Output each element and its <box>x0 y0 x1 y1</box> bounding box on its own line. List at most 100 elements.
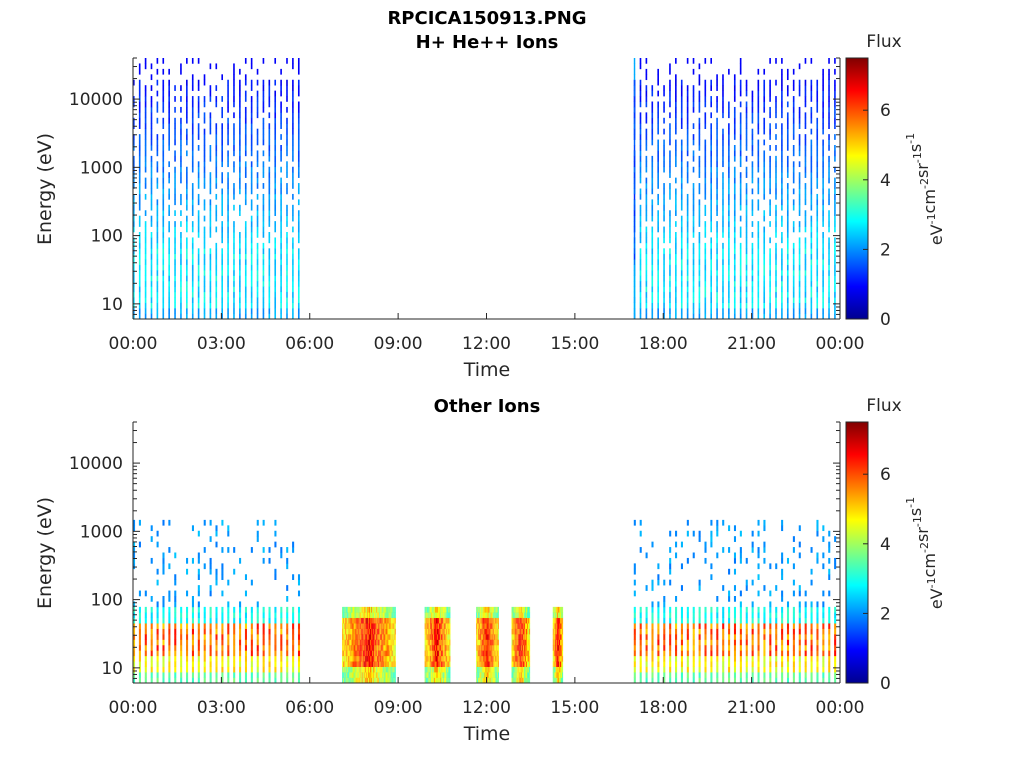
flux-cell <box>763 210 766 216</box>
flux-cell <box>822 672 825 678</box>
flux-cell <box>168 264 170 271</box>
flux-cell <box>751 96 754 102</box>
flux-cell <box>441 612 443 619</box>
flux-cell <box>669 666 672 673</box>
flux-cell <box>432 644 434 651</box>
flux-cell <box>162 134 165 140</box>
flux-cell <box>215 128 218 135</box>
flux-cell <box>763 585 766 591</box>
flux-cell <box>822 161 824 168</box>
flux-cell <box>769 259 771 265</box>
flux-cell <box>380 628 382 635</box>
flux-cell <box>816 237 819 244</box>
flux-cell <box>203 291 206 298</box>
flux-cell <box>440 628 442 635</box>
flux-cell <box>292 106 294 113</box>
flux-cell <box>651 259 654 265</box>
flux-cell <box>233 193 235 200</box>
flux-cell <box>386 634 388 640</box>
flux-cell <box>680 145 683 151</box>
flux-cell <box>757 286 760 293</box>
flux-cell <box>133 302 135 309</box>
flux-cell <box>381 634 383 640</box>
flux-cell <box>144 628 147 635</box>
flux-cell <box>256 672 259 678</box>
flux-cell <box>268 79 271 86</box>
flux-cell <box>427 623 429 629</box>
flux-cell <box>810 617 813 624</box>
flux-cell <box>150 536 153 542</box>
flux-cell <box>477 666 479 673</box>
flux-cell <box>346 644 348 651</box>
flux-cell <box>345 606 347 613</box>
flux-cell <box>374 677 376 684</box>
flux-cell <box>424 634 426 640</box>
flux-cell <box>378 655 380 662</box>
flux-cell <box>834 623 837 629</box>
flux-cell <box>250 183 253 189</box>
flux-cell <box>250 650 253 657</box>
flux-cell <box>386 677 388 684</box>
flux-cell <box>698 117 701 124</box>
flux-cell <box>745 617 748 624</box>
flux-cell <box>449 612 451 619</box>
flux-cell <box>651 617 654 624</box>
flux-cell <box>710 145 712 151</box>
flux-cell <box>822 563 825 570</box>
flux-cell <box>386 650 388 657</box>
flux-cell <box>692 297 695 303</box>
flux-cell <box>710 270 712 276</box>
flux-cell <box>384 666 386 673</box>
flux-cell <box>757 574 760 580</box>
flux-cell <box>297 590 301 597</box>
flux-cell <box>810 639 813 646</box>
colorbar-tick-label: 2 <box>880 240 891 260</box>
flux-cell <box>221 161 223 168</box>
flux-cell <box>383 661 385 667</box>
flux-cell <box>810 579 813 586</box>
flux-cell <box>256 639 259 646</box>
flux-cell <box>244 112 247 119</box>
flux-cell <box>371 628 373 635</box>
flux-cell <box>297 161 300 168</box>
flux-cell <box>816 634 819 640</box>
flux-cell <box>262 166 265 173</box>
flux-cell <box>710 150 712 157</box>
flux-cell <box>138 275 141 282</box>
flux-cell <box>162 123 165 129</box>
flux-cell <box>834 155 836 162</box>
flux-cell <box>244 193 247 200</box>
flux-cell <box>168 672 171 678</box>
flux-cell <box>191 193 194 200</box>
flux-cell <box>786 210 789 216</box>
flux-cell <box>162 302 165 309</box>
flux-cell <box>274 128 277 135</box>
flux-cell <box>446 666 448 673</box>
flux-cell <box>256 215 259 222</box>
flux-cell <box>439 661 441 667</box>
flux-cell <box>292 574 295 580</box>
flux-cell <box>365 639 367 646</box>
flux-cell <box>440 612 442 619</box>
flux-cell <box>698 96 701 102</box>
flux-cell <box>353 612 355 619</box>
flux-cell <box>150 297 153 303</box>
flux-cell <box>769 650 772 657</box>
flux-cell <box>763 655 766 662</box>
flux-cell <box>203 606 206 613</box>
flux-cell <box>197 666 200 673</box>
flux-cell <box>745 215 748 222</box>
flux-cell <box>425 634 427 640</box>
flux-cell <box>792 112 795 119</box>
flux-cell <box>651 112 654 119</box>
flux-cell <box>763 541 766 548</box>
flux-cell <box>361 634 363 640</box>
flux-cell <box>197 58 200 64</box>
flux-cell <box>810 226 813 233</box>
flux-cell <box>822 101 824 108</box>
flux-cell <box>344 661 346 667</box>
flux-cell <box>739 672 742 678</box>
flux-cell <box>798 644 801 651</box>
flux-cell <box>262 90 265 97</box>
flux-cell <box>733 596 737 602</box>
